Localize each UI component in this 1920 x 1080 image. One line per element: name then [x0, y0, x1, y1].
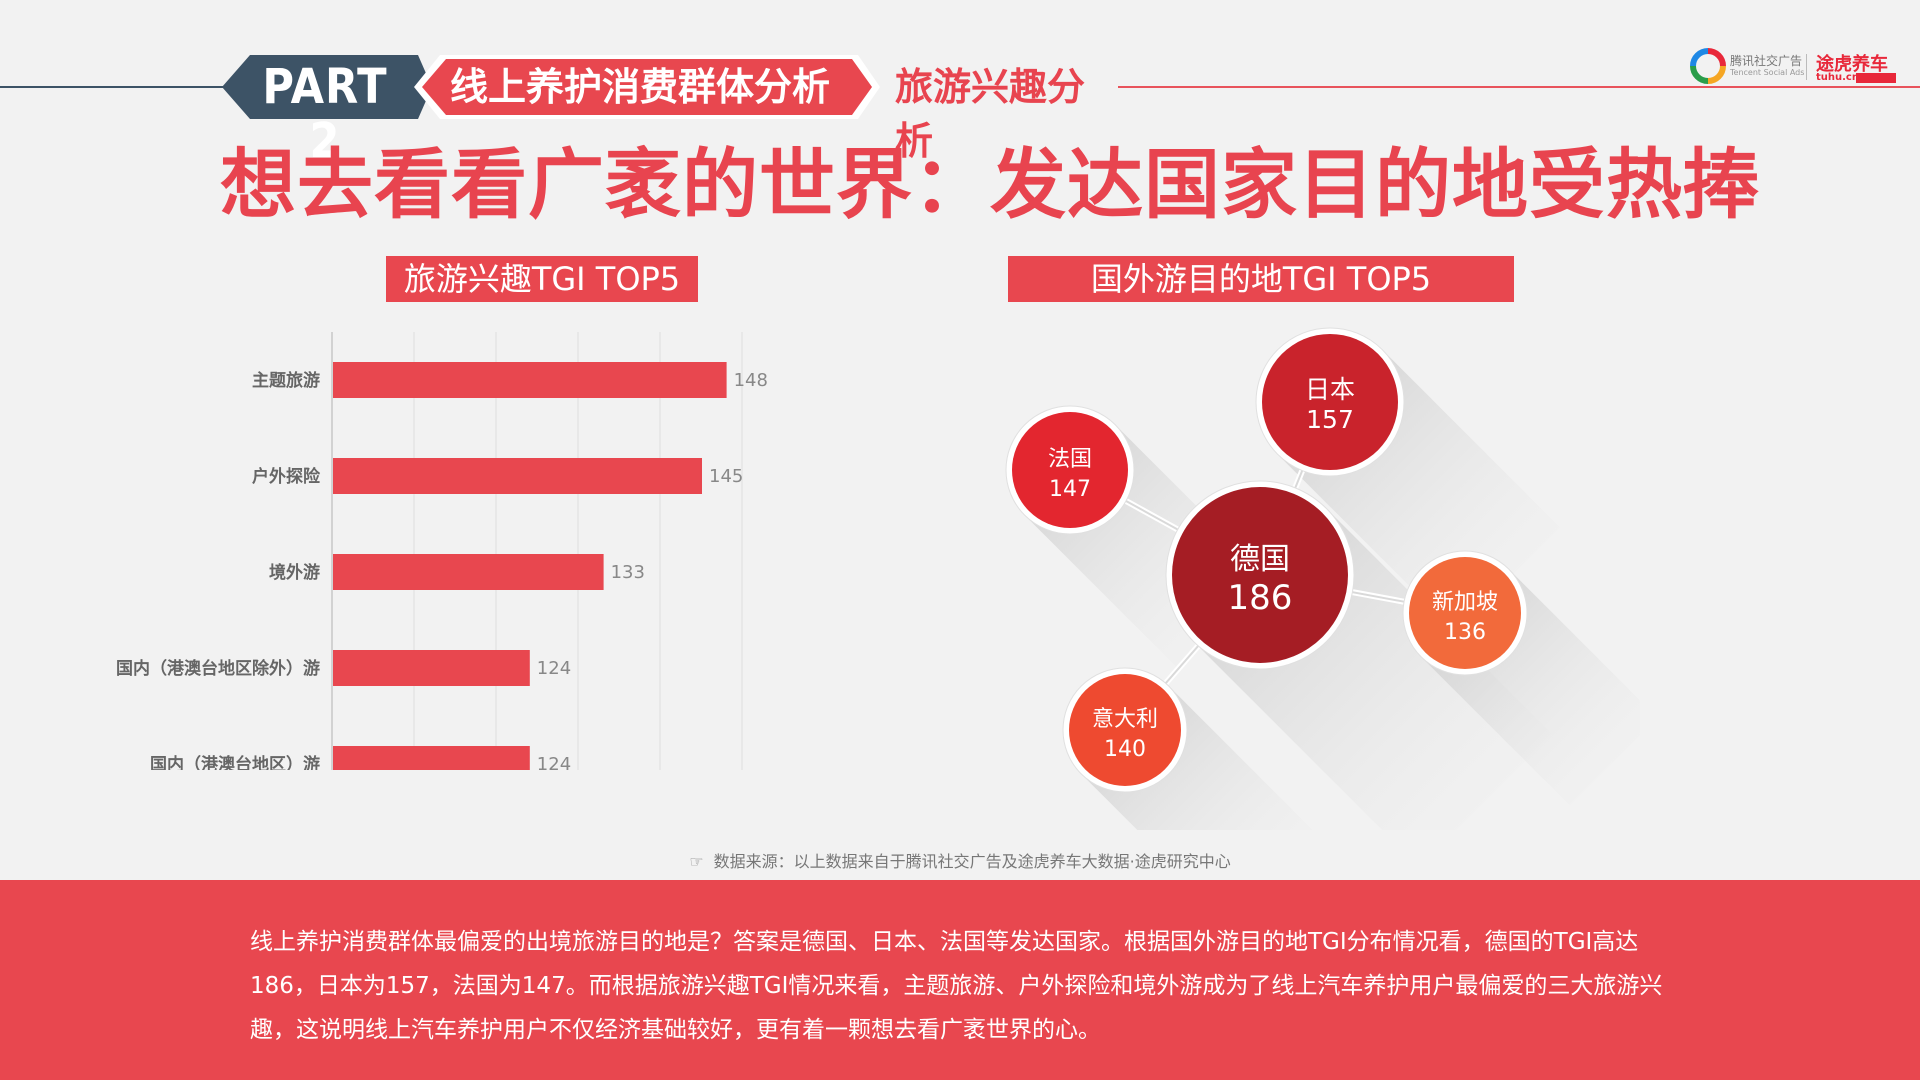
travel-interest-bar-chart: 主题旅游 148 户外探险 145 境外游 133 国内（港澳台地区除外）游 124 国内（港澳… [116, 332, 768, 770]
bubble-name-label: 德国 [1230, 542, 1290, 577]
part-label: PART 2 [262, 59, 388, 169]
tuhu-tag-mark [1856, 73, 1896, 83]
value-label: 124 [537, 754, 571, 770]
bar [333, 362, 727, 398]
source-note: ☞ 数据来源：以上数据来自于腾讯社交广告及途虎养车大数据·途虎研究中心 [600, 850, 1320, 874]
bubble-value-label: 140 [1104, 737, 1146, 762]
bar [333, 458, 702, 494]
bubble-value-label: 186 [1228, 578, 1293, 618]
value-label: 145 [709, 466, 743, 487]
brand-logos: 腾讯社交广告 Tencent Social Ads 途虎养车 tuhu.cn [1690, 48, 1900, 84]
tuhu-brand-name: 途虎养车 [1816, 54, 1888, 75]
bubble-chart-title: 国外游目的地TGI TOP5 [1008, 256, 1514, 302]
bubble-value-label: 147 [1049, 477, 1091, 502]
bubble-value-label: 157 [1306, 405, 1354, 434]
summary-text: 线上养护消费群体最偏爱的出境旅游目的地是？答案是德国、日本、法国等发达国家。根据… [250, 929, 1663, 1043]
bubble-name-label: 新加坡 [1432, 590, 1498, 615]
summary-band [0, 880, 1920, 1080]
source-note-text: 数据来源：以上数据来自于腾讯社交广告及途虎养车大数据·途虎研究中心 [713, 852, 1231, 871]
value-label: 133 [611, 562, 645, 583]
bubble [1172, 487, 1348, 663]
bubble-name-label: 日本 [1305, 375, 1355, 404]
bubble [1262, 334, 1398, 470]
tencent-brand-subtitle: Tencent Social Ads [1730, 68, 1805, 77]
page-title: 想去看看广袤的世界：发达国家目的地受热捧 [220, 140, 1760, 229]
value-label: 148 [734, 370, 768, 391]
bubble-name-label: 法国 [1048, 447, 1092, 472]
bubble [1409, 557, 1521, 669]
bar [333, 746, 530, 770]
bar [333, 650, 530, 686]
header-rule-left [0, 86, 240, 88]
category-label: 国内（港澳台地区除外）游 [116, 658, 320, 679]
bubble-name-label: 意大利 [1092, 707, 1158, 732]
bubble [1012, 412, 1128, 528]
value-label: 124 [537, 658, 571, 679]
bar [333, 554, 604, 590]
tuhu-brand-url: tuhu.cn [1816, 72, 1859, 83]
category-label: 境外游 [269, 562, 320, 583]
pointing-hand-icon: ☞ [689, 852, 704, 871]
logo-divider [1806, 54, 1807, 80]
category-label: 主题旅游 [252, 370, 320, 391]
tencent-brand-name: 腾讯社交广告 [1730, 54, 1803, 68]
category-label: 户外探险 [252, 466, 321, 487]
tencent-logo-icon [1690, 48, 1726, 84]
subsection-title: 旅游兴趣分析 [895, 65, 1086, 163]
part-badge [222, 55, 432, 119]
section-badge [400, 55, 880, 119]
bubble-value-label: 136 [1444, 620, 1486, 645]
bubble [1069, 674, 1181, 786]
category-label: 国内（港澳台地区）游 [150, 754, 320, 770]
header-rule-right [1118, 86, 1920, 88]
bar-chart-title: 旅游兴趣TGI TOP5 [386, 256, 698, 302]
section-title: 线上养护消费群体分析 [450, 65, 831, 109]
